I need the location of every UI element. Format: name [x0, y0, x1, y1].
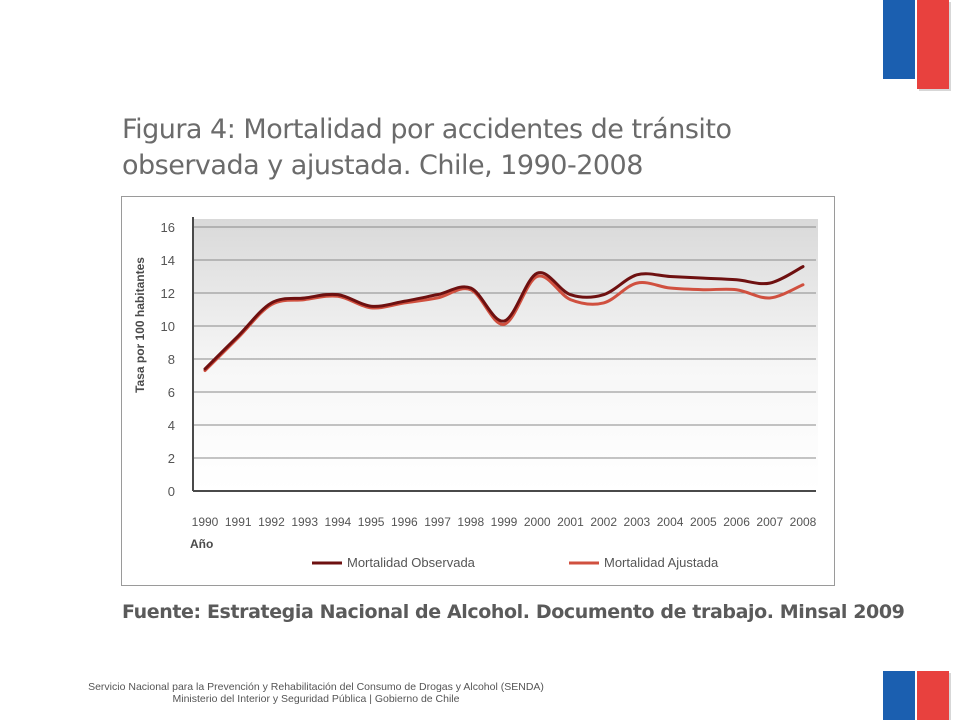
footer-line2: Ministerio del Interior y Seguridad Públ… [172, 693, 460, 705]
chart-title: Figura 4: Mortalidad por accidentes de t… [122, 112, 762, 184]
chart-title-line2: observada y ajustada. Chile, 1990-2008 [122, 150, 643, 181]
x-axis-label: Año [190, 537, 213, 551]
y-tick-label: 10 [161, 319, 175, 334]
x-tick-label: 2000 [524, 515, 551, 529]
x-tick-label: 1999 [491, 515, 518, 529]
x-tick-label: 1998 [457, 515, 484, 529]
x-tick-label: 1993 [291, 515, 318, 529]
x-tick-label: 1992 [258, 515, 285, 529]
x-tick-label: 2002 [590, 515, 617, 529]
x-tick-label: 1995 [358, 515, 385, 529]
x-tick-label: 1990 [192, 515, 219, 529]
y-tick-label: 12 [161, 286, 175, 301]
x-tick-label: 2006 [723, 515, 750, 529]
x-tick-label: 2007 [756, 515, 783, 529]
plot-background [193, 219, 818, 491]
source-note: Fuente: Estrategia Nacional de Alcohol. … [122, 601, 905, 623]
y-tick-label: 2 [168, 451, 175, 466]
chart-title-line1: Figura 4: Mortalidad por accidentes de t… [122, 114, 732, 145]
x-tick-label: 2008 [790, 515, 817, 529]
x-tick-label: 2005 [690, 515, 717, 529]
y-tick-label: 0 [168, 484, 175, 499]
legend-label: Mortalidad Observada [347, 555, 476, 570]
y-tick-label: 6 [168, 385, 175, 400]
y-tick-label: 16 [161, 220, 175, 235]
legend-item-ajustada: Mortalidad Ajustada [569, 555, 719, 570]
chart-frame: 0 2 4 6 8 10 12 14 16 1990 1991 1992 1993 1994 1995 199… [121, 196, 835, 586]
x-tick-label: 1996 [391, 515, 418, 529]
series-line-observada [203, 265, 805, 371]
footer: Servicio Nacional para la Prevención y R… [0, 681, 632, 705]
legend-label: Mortalidad Ajustada [604, 555, 719, 570]
footer-line1: Servicio Nacional para la Prevención y R… [88, 681, 544, 693]
legend-item-observada: Mortalidad Observada [312, 555, 476, 570]
x-tick-label: 2003 [624, 515, 651, 529]
series-line-ajustada [203, 274, 805, 373]
legend: Mortalidad Observada Mortalidad Ajustada [312, 555, 719, 570]
y-axis-label: Tasa por 100 habitantes [133, 257, 147, 393]
y-tick-label: 4 [168, 418, 175, 433]
x-tick-label: 2004 [657, 515, 684, 529]
x-tick-label: 1994 [325, 515, 352, 529]
x-tick-label: 2001 [557, 515, 584, 529]
y-tick-label: 14 [161, 253, 175, 268]
x-tick-label: 1997 [424, 515, 451, 529]
x-tick-label: 1991 [225, 515, 252, 529]
y-tick-label: 8 [168, 352, 175, 367]
mortality-line-chart: 0 2 4 6 8 10 12 14 16 1990 1991 1992 1993 1994 1995 199… [133, 217, 818, 570]
